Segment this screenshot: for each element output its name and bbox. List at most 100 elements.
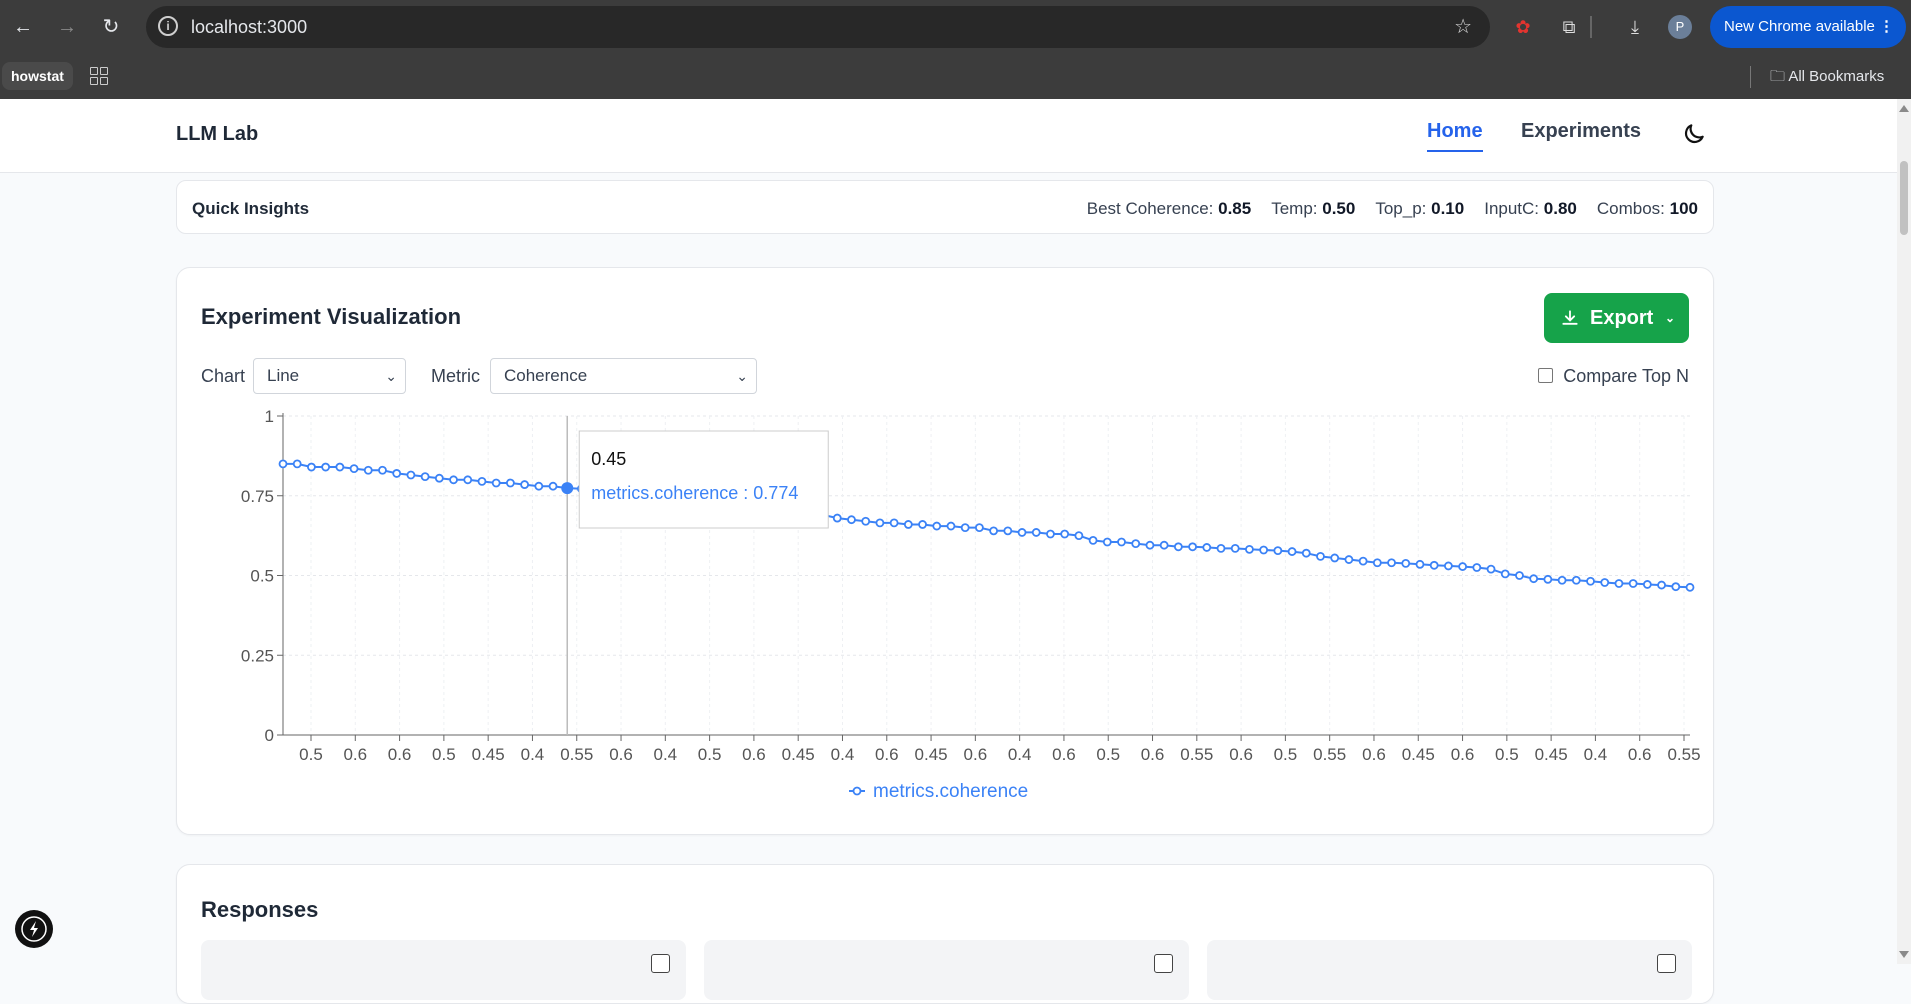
dev-tools-button[interactable] <box>15 910 53 948</box>
apps-grid-icon[interactable] <box>90 67 108 85</box>
chevron-down-icon: ⌄ <box>1664 311 1675 325</box>
data-point <box>1671 582 1681 592</box>
x-tick-label: 0.45 <box>472 745 505 764</box>
data-point <box>1046 529 1055 539</box>
data-point <box>1188 542 1197 552</box>
x-tick-label: 0.5 <box>1096 745 1120 764</box>
data-point <box>974 523 984 533</box>
url-text[interactable]: localhost:3000 <box>191 17 308 37</box>
back-icon[interactable]: ← <box>13 16 33 38</box>
all-bookmarks[interactable]: 🗀 All Bookmarks <box>1770 54 1884 99</box>
download-icon[interactable]: ⤓ <box>1631 17 1639 37</box>
nav-home[interactable]: Home <box>1427 120 1483 152</box>
quick-insights-title: Quick Insights <box>192 199 310 218</box>
x-tick-label: 0.4 <box>521 745 545 764</box>
data-point <box>349 464 359 474</box>
x-tick-label: 0.4 <box>1584 745 1608 764</box>
data-point <box>1628 579 1638 588</box>
data-point <box>1060 529 1070 539</box>
chart-type-select[interactable]: Line ⌄ <box>253 358 406 394</box>
experiment-visualization-card: Experiment Visualization Export ⌄ Chart … <box>176 267 1714 835</box>
metric-value: Coherence <box>504 366 588 385</box>
legend-label: metrics.coherence <box>873 781 1028 802</box>
data-point <box>378 465 387 475</box>
data-point <box>1344 555 1354 564</box>
nav-experiments[interactable]: Experiments <box>1521 120 1642 142</box>
data-point <box>292 459 302 469</box>
x-tick-label: 0.6 <box>742 745 766 764</box>
chart-type-label: Chart <box>201 366 246 386</box>
data-point <box>1515 571 1524 580</box>
extension-icon[interactable]: ✿ <box>1515 17 1531 37</box>
stat-best-coherence: Best Coherence: 0.85 <box>1086 199 1252 218</box>
data-point <box>889 518 899 528</box>
page-scrollbar[interactable] <box>1897 99 1911 964</box>
tooltip-label: 0.45 <box>591 449 626 469</box>
response-card[interactable] <box>704 940 1189 1000</box>
quick-insights: Quick Insights Best Coherence: 0.85 Temp… <box>176 180 1714 234</box>
address-bar[interactable]: i localhost:3000 ☆ <box>146 6 1490 48</box>
x-tick-label: 0.4 <box>654 745 678 764</box>
responses-card: Responses <box>176 864 1714 1004</box>
chevron-down-icon: ⌄ <box>385 368 397 384</box>
metric-select[interactable]: Coherence ⌄ <box>490 358 757 394</box>
x-tick-label: 0.5 <box>299 745 323 764</box>
data-point <box>1387 558 1396 568</box>
data-point <box>1372 558 1382 568</box>
extensions-puzzle-icon[interactable]: ⧉ <box>1562 17 1576 37</box>
data-point <box>491 478 501 488</box>
data-point <box>1159 540 1169 550</box>
x-tick-label: 0.6 <box>1052 745 1076 764</box>
data-point <box>1145 540 1155 550</box>
data-point <box>1316 551 1325 561</box>
export-button[interactable]: Export ⌄ <box>1544 293 1689 343</box>
data-point <box>1472 563 1482 572</box>
stat-combos: Combos: 100 <box>1596 199 1698 218</box>
data-point <box>1401 558 1411 568</box>
active-data-point <box>561 482 574 495</box>
compare-top-n-checkbox[interactable] <box>1538 368 1554 383</box>
reload-icon[interactable]: ↻ <box>102 16 120 38</box>
legend-marker <box>852 786 862 796</box>
data-point <box>1586 576 1595 586</box>
data-point <box>1259 545 1269 555</box>
data-point <box>946 521 956 531</box>
forward-icon[interactable]: → <box>57 16 77 38</box>
more-menu-icon[interactable]: ⋮ <box>1879 18 1894 35</box>
x-tick-label: 0.55 <box>560 745 593 764</box>
x-tick-label: 0.6 <box>1451 745 1475 764</box>
y-tick-label: 0.75 <box>241 487 274 506</box>
new-chrome-button[interactable]: New Chrome available ⋮ <box>1710 6 1906 48</box>
data-point <box>321 462 331 472</box>
scroll-up-icon[interactable] <box>1899 105 1909 112</box>
data-point <box>1017 528 1027 537</box>
scrollbar-thumb[interactable] <box>1900 161 1908 235</box>
x-tick-label: 0.6 <box>1141 745 1165 764</box>
data-point <box>534 481 544 491</box>
x-tick-label: 0.6 <box>1229 745 1253 764</box>
data-point <box>1216 543 1226 553</box>
data-point <box>1287 547 1297 556</box>
scroll-down-icon[interactable] <box>1899 951 1909 958</box>
x-tick-label: 0.45 <box>915 745 948 764</box>
compare-top-n[interactable]: Compare Top N <box>1538 366 1689 387</box>
data-point <box>1614 579 1624 588</box>
x-tick-label: 0.6 <box>1362 745 1386 764</box>
browser-chrome: ← → ↻ i localhost:3000 ☆ ✿ ⧉ ⤓ P New Chr… <box>0 0 1911 99</box>
data-point <box>1429 560 1439 570</box>
moon-icon[interactable] <box>1681 121 1707 147</box>
x-tick-label: 0.55 <box>1667 745 1700 764</box>
data-point <box>1202 543 1212 552</box>
response-card[interactable] <box>1207 940 1692 1000</box>
bookmark-howstat[interactable]: howstat <box>2 62 73 90</box>
bookmark-star-icon[interactable]: ☆ <box>1454 16 1472 38</box>
y-tick-label: 0.5 <box>250 567 274 586</box>
new-chrome-label: New Chrome available <box>1724 18 1875 35</box>
site-info-icon[interactable]: i <box>158 16 178 36</box>
data-point <box>505 478 515 488</box>
response-card[interactable] <box>201 940 686 1000</box>
brand-title[interactable]: LLM Lab <box>176 123 259 145</box>
insights-stats: Best Coherence: 0.85 Temp: 0.50 Top_p: 0… <box>1087 199 1698 219</box>
y-tick-label: 1 <box>265 407 274 426</box>
profile-avatar[interactable]: P <box>1668 15 1692 39</box>
